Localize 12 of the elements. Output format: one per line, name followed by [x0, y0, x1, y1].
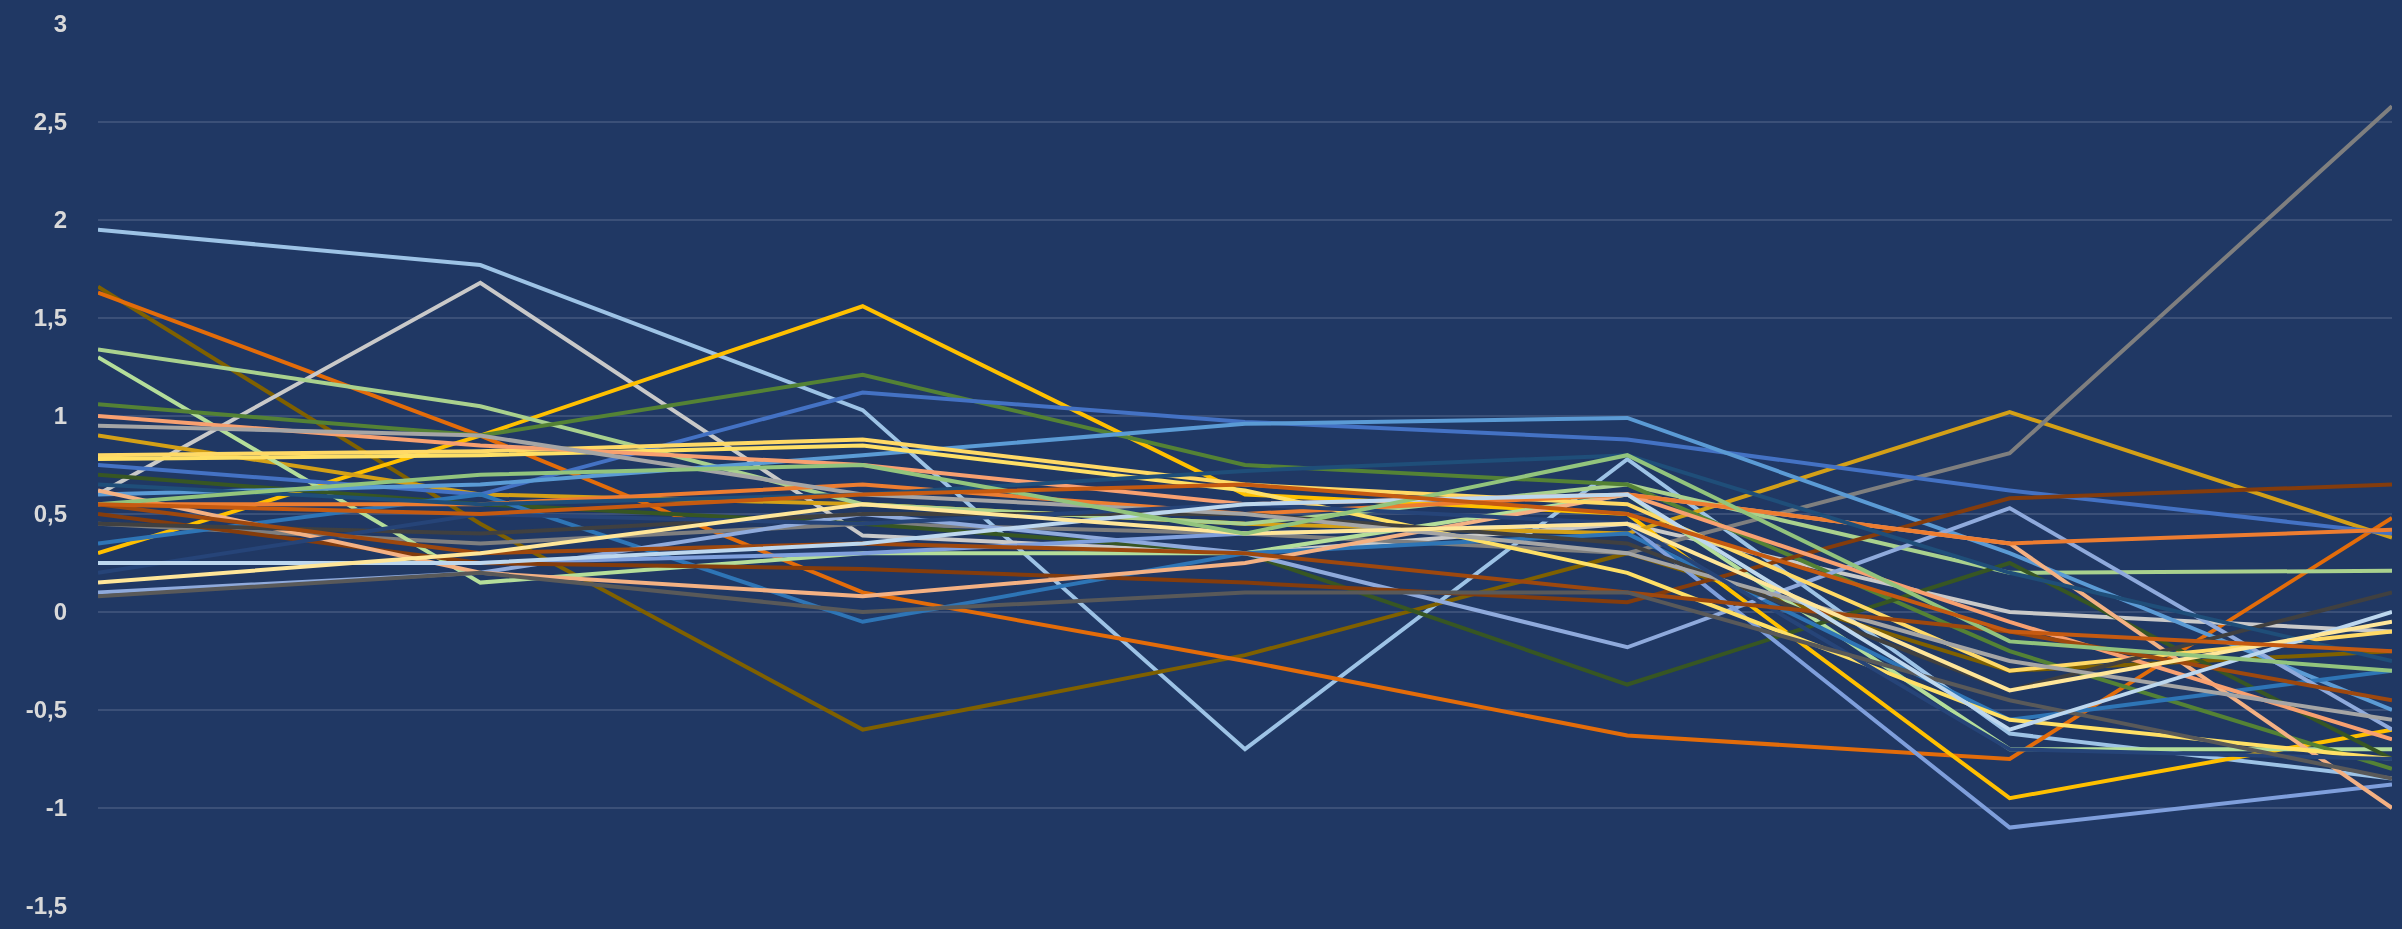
y-tick-label: 0: [53, 598, 67, 626]
y-tick-label: 2,5: [33, 108, 67, 136]
line-series: [98, 570, 2392, 781]
y-tick-label: 2: [53, 206, 67, 234]
y-tick-label: -1,5: [25, 892, 67, 920]
y-tick-label: 0,5: [33, 500, 67, 528]
y-tick-label: -1: [45, 794, 67, 822]
y-tick-label: 3: [53, 10, 67, 38]
y-tick-label: -0,5: [25, 696, 67, 724]
y-tick-label: 1: [53, 402, 67, 430]
line-series: [98, 482, 2392, 654]
y-tick-label: 1,5: [33, 304, 67, 332]
